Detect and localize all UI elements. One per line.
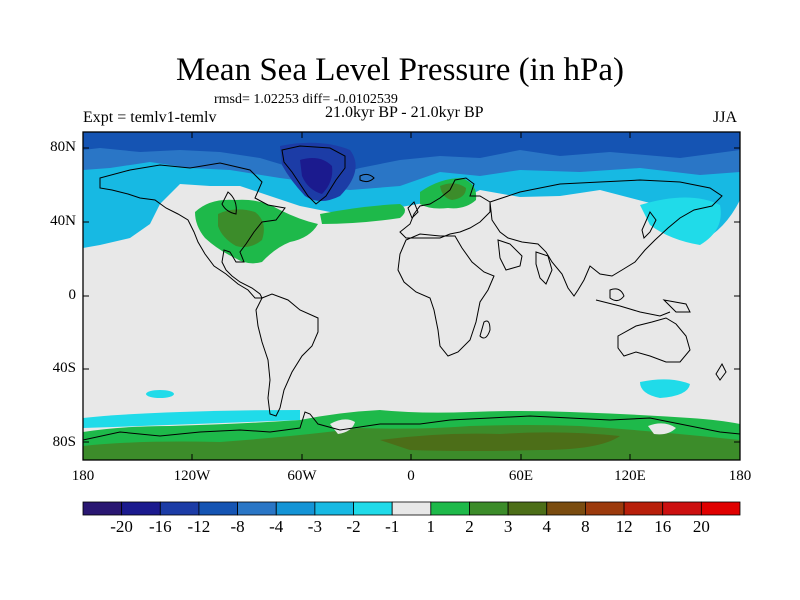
- colorbar-swatch: [391, 501, 432, 516]
- north-america-dark-green-region: [218, 209, 264, 248]
- colorbar-swatch: [237, 501, 277, 516]
- borneo-coast: [609, 288, 625, 302]
- stats-text: rmsd= 1.02253 diff= -0.0102539: [214, 92, 398, 107]
- arctic-dark-blue-region: [83, 132, 740, 176]
- colorbar-swatch: [430, 501, 470, 516]
- y-tick-label: 80S: [52, 434, 76, 450]
- experiment-label: Expt = temlv1-temlv: [83, 109, 217, 126]
- new-guinea-coast: [662, 299, 691, 313]
- colorbar-label: -8: [230, 517, 245, 536]
- colorbar-swatch: [469, 501, 509, 516]
- colorbar: [82, 501, 741, 516]
- period-label: 21.0kyr BP - 21.0kyr BP: [325, 104, 484, 121]
- colorbar-label: 4: [542, 517, 552, 536]
- pressure-field: [83, 132, 740, 460]
- japan-coast: [641, 211, 657, 239]
- x-tick-label: 180: [71, 468, 95, 484]
- season-label: JJA: [713, 109, 738, 126]
- colorbar-label: 1: [426, 517, 436, 536]
- colorbar-swatch: [121, 501, 161, 516]
- colorbar-swatch: [159, 501, 200, 516]
- colorbar-label: -1: [385, 517, 400, 536]
- scandinavia-dark-green-region: [440, 183, 466, 200]
- colorbar-swatch: [662, 501, 702, 516]
- antarctic-olive-region: [380, 432, 620, 451]
- colorbar-label: -16: [148, 517, 172, 536]
- south-indian-cyan-patch: [640, 379, 690, 398]
- arabia-coast: [497, 239, 523, 271]
- map-title: Mean Sea Level Pressure (in hPa): [175, 52, 625, 88]
- y-tick-label: 40N: [50, 213, 76, 229]
- colorbar-label: -20: [110, 517, 133, 536]
- colorbar-swatch: [82, 501, 123, 516]
- colorbar-label: -12: [187, 517, 211, 536]
- atlantic-green-strip: [320, 204, 405, 224]
- colorbar-label: 2: [465, 517, 474, 536]
- southern-cyan-patch: [146, 390, 174, 398]
- y-tick-label: 80N: [50, 139, 76, 155]
- colorbar-swatch: [585, 501, 625, 516]
- southern-cyan-band: [83, 410, 300, 428]
- colorbar-label: -3: [307, 517, 322, 536]
- colorbar-label: 20: [692, 517, 710, 536]
- y-tick-label: 40S: [52, 360, 76, 376]
- colorbar-label: 3: [503, 517, 513, 536]
- greenland-core-region: [300, 158, 333, 194]
- colorbar-swatch: [275, 501, 316, 516]
- uk-coast: [407, 201, 419, 219]
- greenland-coast: [281, 145, 346, 205]
- africa-coast: [397, 233, 495, 357]
- colorbar-label: 8: [581, 517, 590, 536]
- antarctic-gray-patch: [330, 419, 355, 434]
- colorbar-swatch: [353, 501, 393, 516]
- colorbar-swatch: [623, 501, 664, 516]
- europe-coast: [399, 177, 491, 239]
- colorbar-swatch: [507, 501, 548, 516]
- new-zealand-coast: [715, 362, 727, 381]
- madagascar-coast: [479, 320, 491, 339]
- indonesia-coast: [595, 299, 671, 317]
- colorbar-label: 16: [654, 517, 672, 536]
- south-america-coast: [255, 293, 319, 417]
- antarctic-gray-patch: [648, 423, 676, 435]
- antarctica-coast: [83, 411, 740, 441]
- australia-coast: [617, 317, 691, 363]
- colorbar-label: -4: [269, 517, 284, 536]
- colorbar-swatch: [700, 501, 741, 516]
- asia-coast: [489, 179, 723, 297]
- coastlines: [83, 145, 740, 441]
- colorbar-label: -2: [346, 517, 361, 536]
- x-tick-label: 120E: [614, 468, 646, 484]
- north-america-coast: [99, 162, 286, 299]
- colorbar-swatch: [546, 501, 586, 516]
- y-tick-label: 0: [68, 287, 77, 303]
- x-tick-label: 60E: [508, 468, 534, 484]
- x-tick-label: 0: [407, 468, 415, 484]
- x-tick-label: 180: [728, 468, 752, 484]
- pacific-cyan-lobe: [640, 197, 721, 245]
- colorbar-swatch: [198, 501, 238, 516]
- colorbar-swatch: [314, 501, 354, 516]
- x-tick-label: 60W: [287, 468, 317, 484]
- india-coast: [535, 251, 553, 285]
- x-tick-label: 120W: [173, 468, 211, 484]
- colorbar-label: 12: [615, 517, 633, 536]
- iceland-coast: [359, 173, 375, 183]
- axis-ticks: [83, 132, 740, 460]
- hudson-bay-coast: [221, 191, 237, 215]
